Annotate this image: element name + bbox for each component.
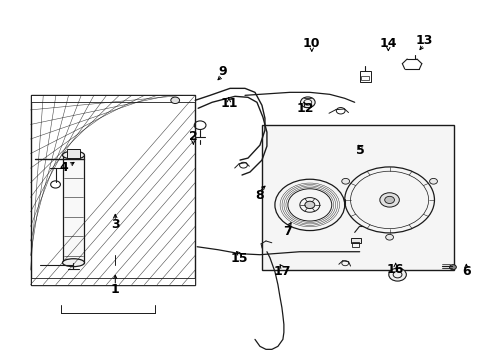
Text: 6: 6 bbox=[461, 265, 470, 278]
Bar bbox=[66, 149, 80, 158]
Text: 2: 2 bbox=[188, 130, 197, 144]
Text: 9: 9 bbox=[218, 65, 226, 78]
Bar bbox=[31, 278, 195, 285]
Text: 8: 8 bbox=[254, 189, 263, 202]
Text: 11: 11 bbox=[220, 98, 237, 111]
Circle shape bbox=[379, 193, 399, 207]
Bar bbox=[31, 95, 195, 102]
Text: 14: 14 bbox=[379, 36, 396, 50]
Bar bbox=[359, 71, 370, 82]
Text: 13: 13 bbox=[414, 34, 432, 48]
Bar bbox=[350, 238, 360, 243]
Text: 7: 7 bbox=[283, 225, 291, 238]
Text: 12: 12 bbox=[296, 102, 314, 115]
Ellipse shape bbox=[62, 151, 84, 159]
Circle shape bbox=[341, 179, 349, 184]
Circle shape bbox=[384, 196, 394, 203]
Circle shape bbox=[170, 97, 179, 104]
Text: 10: 10 bbox=[303, 37, 320, 50]
Bar bbox=[361, 76, 368, 80]
Text: 3: 3 bbox=[111, 218, 120, 231]
Bar bbox=[351, 242, 358, 247]
Circle shape bbox=[388, 268, 406, 281]
Text: 17: 17 bbox=[273, 265, 291, 278]
Bar bbox=[62, 155, 84, 263]
Circle shape bbox=[429, 179, 437, 184]
Text: 1: 1 bbox=[111, 283, 120, 296]
Circle shape bbox=[304, 201, 314, 208]
Circle shape bbox=[385, 234, 393, 240]
Bar bbox=[262, 125, 453, 270]
Circle shape bbox=[448, 265, 455, 270]
Ellipse shape bbox=[62, 259, 84, 267]
Bar bbox=[31, 95, 195, 285]
Text: 16: 16 bbox=[386, 263, 404, 276]
Text: 4: 4 bbox=[60, 161, 68, 174]
Circle shape bbox=[300, 97, 314, 108]
Text: 15: 15 bbox=[230, 252, 248, 265]
Text: 5: 5 bbox=[355, 144, 364, 157]
